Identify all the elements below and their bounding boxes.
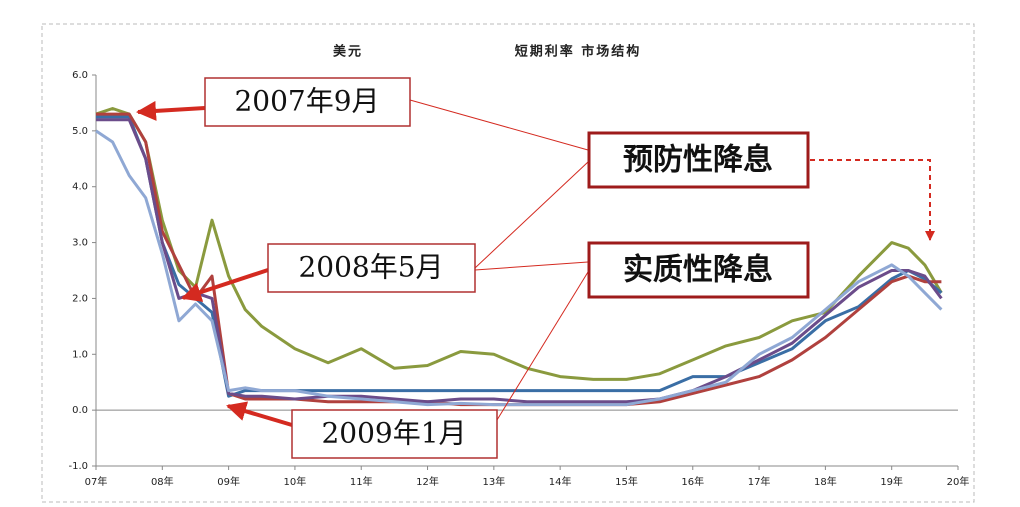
x-tick-label: 14年 — [549, 475, 572, 488]
x-tick-label: 09年 — [217, 475, 240, 488]
annotation: 2007年9月 — [234, 85, 379, 118]
annotation: 2009年1月 — [321, 417, 466, 450]
connector — [474, 161, 589, 269]
x-tick-label: 19年 — [880, 475, 903, 488]
arrow — [226, 401, 293, 427]
chart-title: 美元 — [333, 44, 363, 60]
series-line — [95, 129, 943, 407]
y-tick-label: 2.0 — [72, 293, 88, 304]
y-tick-label: 6.0 — [72, 70, 88, 81]
y-tick-label: 1.0 — [72, 349, 88, 360]
y-tick-label: -1.0 — [68, 461, 88, 472]
connector — [474, 261, 589, 271]
arrow — [136, 100, 206, 121]
x-tick-label: 15年 — [615, 475, 638, 488]
annotations: 2007年9月 2008年5月 2009年1月 预防性降息 实质性降息 — [136, 77, 935, 459]
label-box — [587, 131, 810, 189]
x-tick-label: 18年 — [814, 475, 837, 488]
annotation: 预防性降息 — [623, 143, 773, 178]
y-tick-label: 5.0 — [72, 126, 88, 137]
chart-frame — [41, 23, 975, 503]
x-tick-label: 07年 — [85, 475, 108, 488]
plot: -1.0 0.0 1.0 2.0 3.0 4.0 5.0 6.0 07年 08年 09年 10年 11年… — [68, 70, 969, 488]
x-tick-label: 10年 — [284, 475, 307, 488]
connector — [496, 271, 589, 421]
dashed-arrow — [810, 159, 935, 241]
y-tick-label: 4.0 — [72, 182, 88, 193]
x-tick-label: 08年 — [151, 475, 174, 488]
x-tick-label: 20年 — [947, 475, 970, 488]
arrow — [181, 268, 269, 302]
x-tick-label: 13年 — [482, 475, 505, 488]
series-line — [95, 107, 943, 381]
connector — [409, 99, 589, 151]
annotation: 2008年5月 — [298, 251, 443, 284]
x-tick-label: 16年 — [681, 475, 704, 488]
chart-subtitle: 短期利率 市场结构 — [515, 44, 642, 60]
x-tick-label: 11年 — [350, 475, 373, 488]
label-box — [291, 409, 498, 459]
annotation: 实质性降息 — [623, 253, 773, 288]
label-box — [587, 241, 810, 299]
y-tick-label: 0.0 — [72, 405, 88, 416]
x-tick-label: 12年 — [416, 475, 439, 488]
x-tick-label: 17年 — [748, 475, 771, 488]
label-box — [267, 243, 476, 293]
y-tick-label: 3.0 — [72, 238, 88, 249]
label-box — [204, 77, 411, 127]
